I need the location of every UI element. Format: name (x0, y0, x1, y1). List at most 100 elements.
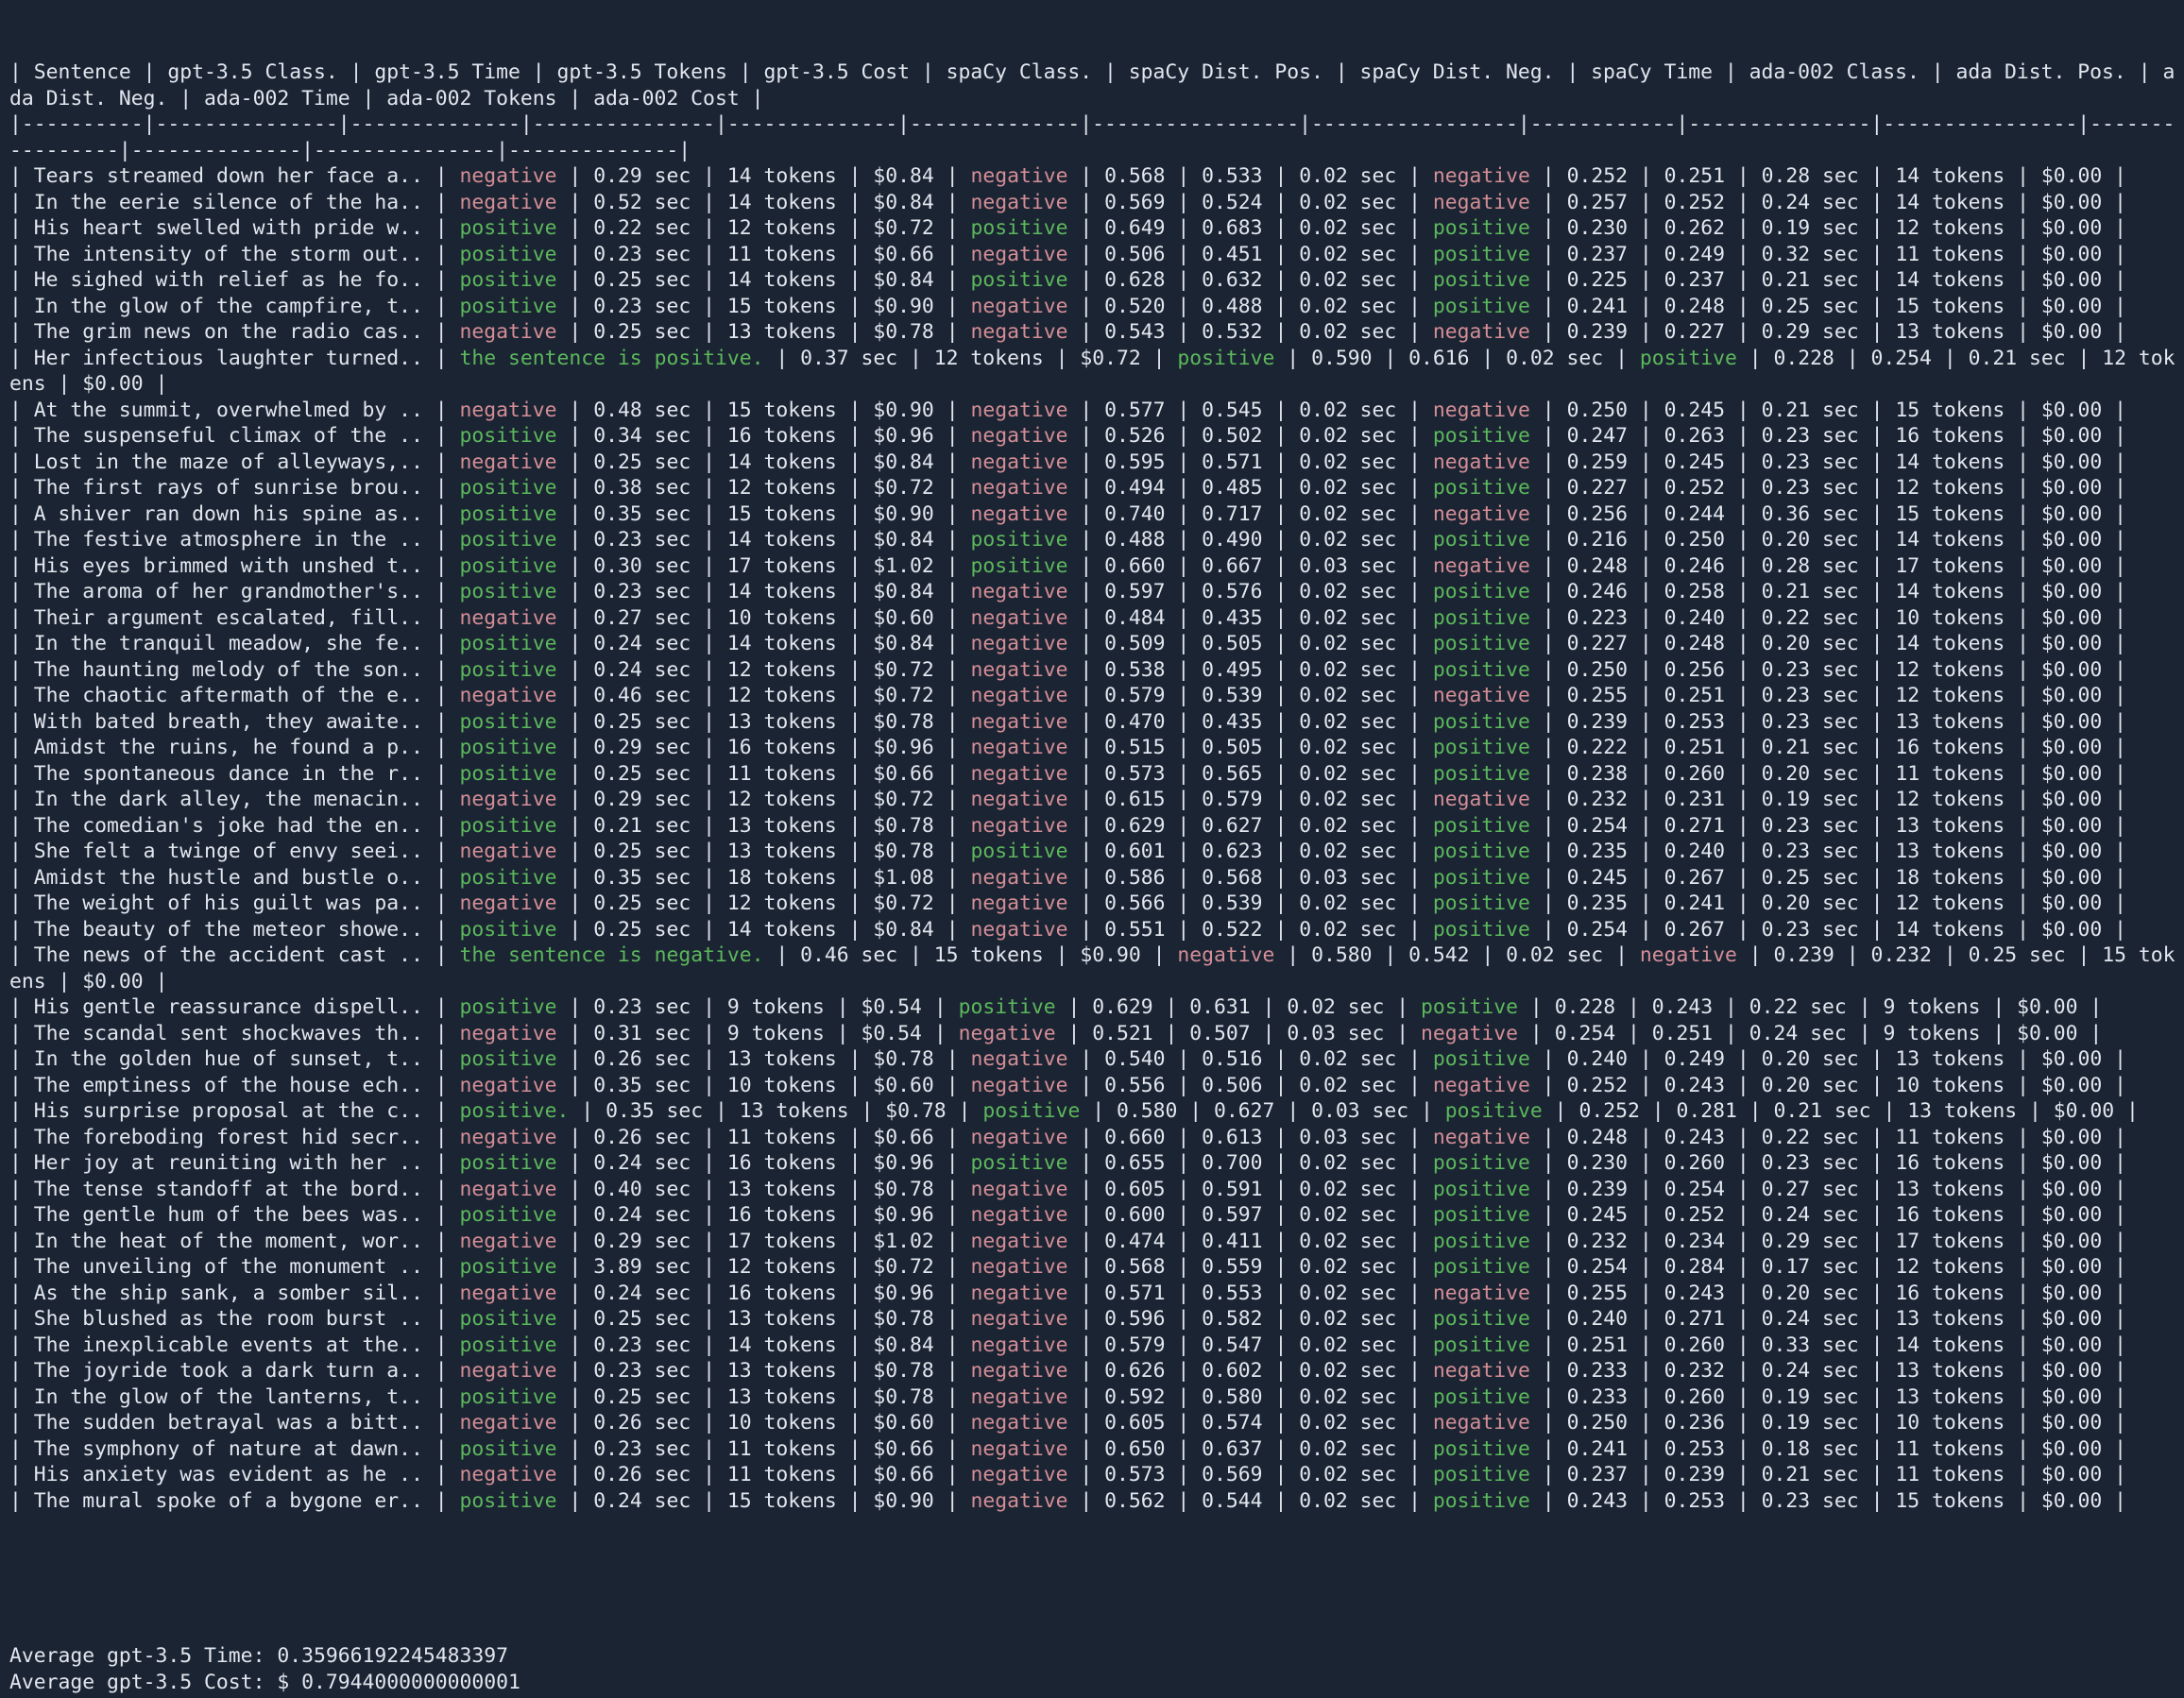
value-cell: 0.228 (1554, 995, 1616, 1019)
table-row: | Lost in the maze of alleyways,.. | neg… (9, 450, 2178, 476)
value-cell: 13 tokens (1895, 320, 2005, 344)
cell-separator: | (933, 553, 971, 578)
value-cell: 16 tokens (1895, 1281, 2005, 1305)
cell-separator: | (836, 242, 874, 266)
value-cell: 0.543 (1104, 320, 1166, 344)
value-cell: 0.627 (1202, 813, 1263, 838)
cell-separator: | (2102, 736, 2127, 759)
cell-separator: | (1529, 891, 1567, 915)
cell-separator: | (1396, 1203, 1433, 1227)
table-row: | At the summit, overwhelmed by .. | neg… (9, 398, 2178, 424)
sentence-cell: He sighed with relief as he fo.. (33, 268, 423, 292)
cell-separator: | (9, 190, 34, 214)
value-cell: $0.00 (2040, 450, 2103, 474)
value-cell: $0.72 (873, 476, 934, 500)
classification-cell: positive (459, 813, 557, 838)
cell-separator: | (836, 294, 874, 318)
value-cell: $0.00 (2040, 1255, 2103, 1279)
value-cell: 0.23 sec (593, 1333, 691, 1357)
cell-separator: | (933, 1463, 971, 1486)
sentence-cell: The suspenseful climax of the .. (33, 424, 423, 448)
value-cell: 15 tokens (726, 398, 837, 422)
value-cell: $0.90 (873, 501, 934, 526)
classification-cell: negative (970, 761, 1068, 786)
cell-separator: | (9, 553, 34, 578)
cell-separator: | (1529, 1229, 1567, 1253)
cell-separator: | (422, 294, 460, 318)
cell-separator: | (1858, 1203, 1896, 1227)
classification-cell: negative (970, 190, 1068, 214)
value-cell: 9 tokens (1883, 1021, 1981, 1045)
value-cell: 0.02 sec (1299, 216, 1397, 240)
value-cell: 12 tokens (9, 346, 2175, 397)
classification-cell: negative (459, 320, 557, 344)
cell-separator: | (1858, 450, 1896, 474)
cell-separator: | (1067, 788, 1105, 811)
cell-separator: | (9, 164, 34, 188)
cell-separator: | (691, 216, 727, 240)
value-cell: 0.02 sec (1299, 1073, 1397, 1097)
value-cell: 0.263 (1664, 424, 1726, 448)
value-cell: 0.35 sec (593, 501, 691, 526)
value-cell: 0.24 sec (1761, 1203, 1859, 1227)
cell-separator: | (933, 1073, 971, 1097)
cell-separator: | (2102, 164, 2127, 188)
value-cell: 0.02 sec (1299, 320, 1397, 344)
cell-separator: | (1627, 1203, 1664, 1227)
cell-separator: | (2102, 1463, 2127, 1486)
cell-separator: | (9, 320, 34, 344)
sentence-cell: The grim news on the radio cas.. (33, 320, 423, 344)
cell-separator: | (933, 268, 971, 292)
value-cell: 11 tokens (1895, 1463, 2005, 1486)
value-cell: 15 tokens (726, 1488, 837, 1513)
value-cell: $0.00 (2040, 788, 2103, 811)
table-row: | His gentle reassurance dispell.. | pos… (9, 994, 2178, 1021)
value-cell: 14 tokens (726, 580, 837, 603)
cell-separator: | (691, 605, 727, 630)
cell-separator: | (1262, 268, 1300, 292)
value-cell: 0.23 sec (593, 580, 691, 603)
cell-separator: | (1858, 501, 1896, 526)
cell-separator: | (1067, 684, 1105, 707)
value-cell: 14 tokens (726, 917, 837, 942)
cell-separator: | (836, 657, 874, 682)
cell-separator: | (1262, 813, 1300, 838)
classification-cell: negative (970, 813, 1068, 838)
cell-separator: | (1529, 684, 1567, 707)
value-cell: 0.623 (1202, 840, 1263, 863)
cell-separator: | (1725, 865, 1762, 890)
value-cell: 0.629 (1104, 813, 1166, 838)
cell-separator: | (836, 736, 874, 759)
value-cell: $0.00 (2040, 1488, 2103, 1513)
cell-separator: | (933, 865, 971, 890)
classification-cell: negative (459, 1281, 557, 1305)
value-cell: 13 tokens (726, 709, 837, 734)
cell-separator: | (1627, 684, 1664, 707)
value-cell: 0.586 (1104, 865, 1166, 890)
cell-separator: | (691, 501, 727, 526)
value-cell: $0.00 (2040, 1047, 2103, 1071)
cell-separator: | (1858, 865, 1896, 890)
cell-separator: | (9, 891, 34, 915)
value-cell: 0.267 (1664, 865, 1726, 890)
classification-cell: positive (970, 268, 1068, 292)
value-cell: $0.72 (873, 216, 934, 240)
cell-separator: | (1396, 684, 1433, 707)
cell-separator: | (1055, 1021, 1093, 1045)
value-cell: 0.23 sec (1761, 424, 1859, 448)
cell-separator: | (1529, 917, 1567, 942)
cell-separator: | (1858, 1281, 1896, 1305)
table-row: | The beauty of the meteor showe.. | pos… (9, 917, 2178, 943)
cell-separator: | (1529, 1436, 1567, 1461)
value-cell: 0.495 (1202, 657, 1263, 682)
cell-separator: | (1627, 1281, 1664, 1305)
value-cell: 0.435 (1202, 605, 1263, 630)
cell-separator: | (1165, 190, 1203, 214)
value-cell: 0.256 (1566, 501, 1628, 526)
cell-separator: | (1165, 1488, 1203, 1513)
cell-separator: | (1736, 346, 1774, 370)
value-cell: 0.23 sec (593, 528, 691, 552)
cell-separator: | (691, 1333, 727, 1357)
cell-separator: | (9, 1384, 34, 1409)
cell-separator: | (2005, 1229, 2041, 1253)
